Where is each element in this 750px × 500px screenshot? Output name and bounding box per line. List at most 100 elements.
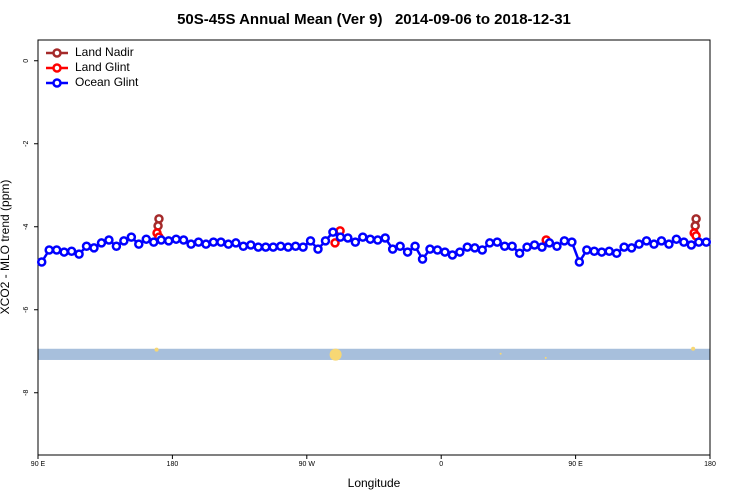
data-point: [126, 232, 137, 242]
data-point: [186, 239, 196, 249]
legend-label: Land Glint: [75, 60, 130, 74]
data-point: [365, 234, 376, 244]
data-point: [328, 227, 338, 237]
data-point: [582, 245, 592, 255]
legend-marker: [52, 63, 62, 73]
data-point: [330, 238, 340, 248]
data-point: [343, 233, 353, 243]
data-point: [305, 236, 316, 246]
data-point: [694, 237, 704, 247]
highlight-point: [544, 356, 547, 359]
data-point: [492, 237, 502, 247]
data-point: [119, 236, 129, 246]
plot-frame: [37, 39, 711, 456]
y-tick-label: -4: [23, 224, 30, 230]
data-point: [163, 236, 174, 246]
data-point: [134, 239, 144, 249]
data-point: [231, 238, 241, 248]
data-point: [634, 239, 644, 249]
data-point: [89, 243, 99, 253]
data-point: [283, 242, 293, 252]
legend-label: Land Nadir: [75, 45, 134, 59]
data-point: [372, 235, 383, 245]
data-point: [111, 241, 122, 252]
data-point: [522, 242, 532, 252]
highlight-point: [154, 347, 159, 352]
data-point: [81, 241, 92, 252]
data-point: [268, 242, 278, 252]
highlight-point: [499, 352, 502, 355]
data-point: [201, 239, 211, 249]
data-point: [552, 241, 562, 252]
x-axis-label: Longitude: [348, 476, 401, 490]
data-point: [141, 234, 152, 244]
data-point: [417, 254, 428, 264]
data-point: [402, 247, 413, 257]
data-point: [51, 245, 62, 255]
data-point: [567, 237, 577, 247]
data-point: [298, 242, 308, 252]
data-point: [611, 248, 622, 259]
data-point: [358, 232, 368, 242]
data-point: [380, 233, 390, 243]
x-tick-label: 90 W: [299, 461, 316, 468]
data-point: [484, 238, 495, 248]
data-point: [499, 241, 510, 252]
data-point: [275, 241, 286, 252]
data-point: [350, 237, 361, 247]
highlight-point: [329, 348, 342, 361]
data-point: [425, 244, 435, 254]
data-point: [36, 257, 47, 267]
x-tick-label: 180: [167, 461, 179, 468]
data-point: [626, 243, 637, 253]
chart-title: 50S-45S Annual Mean (Ver 9) 2014-09-06 t…: [177, 11, 571, 28]
legend-label: Ocean Glint: [75, 75, 139, 89]
data-point: [671, 234, 682, 244]
data-point: [216, 237, 226, 247]
data-point: [440, 247, 450, 257]
data-point: [589, 246, 600, 256]
data-point: [507, 241, 517, 252]
data-point: [691, 214, 701, 224]
x-tick-label: 90 E: [568, 461, 583, 468]
data-point: [178, 235, 189, 245]
data-point: [208, 237, 219, 247]
data-point: [656, 236, 667, 246]
data-point: [410, 241, 420, 252]
data-point: [260, 242, 271, 252]
data-point: [574, 257, 585, 267]
data-point: [432, 245, 443, 255]
data-point: [44, 245, 54, 255]
highlight-point: [691, 346, 696, 351]
data-point: [514, 248, 525, 259]
data-point: [537, 242, 547, 252]
data-point: [544, 238, 555, 248]
data-point: [193, 237, 204, 247]
data-point: [154, 214, 164, 224]
data-point: [74, 249, 84, 259]
data-point: [156, 235, 166, 245]
data-point: [253, 242, 264, 252]
data-point: [649, 239, 659, 249]
data-point: [619, 242, 629, 252]
data-point: [664, 239, 674, 249]
data-point: [470, 243, 480, 253]
data-point: [462, 242, 473, 252]
x-tick-label: 0: [439, 461, 443, 468]
data-point: [686, 240, 697, 250]
data-point: [335, 232, 346, 242]
y-tick-label: -6: [23, 307, 30, 313]
y-tick-label: 0: [23, 59, 30, 63]
data-point: [66, 246, 77, 256]
data-point: [596, 247, 607, 257]
x-tick-label: 180: [704, 461, 716, 468]
data-point: [223, 239, 234, 249]
data-point: [387, 244, 398, 254]
x-tick-label: 90 E: [31, 461, 46, 468]
data-point: [395, 241, 405, 252]
data-point: [641, 236, 652, 246]
data-point: [246, 240, 256, 250]
data-point: [477, 245, 488, 255]
data-point: [238, 241, 249, 252]
